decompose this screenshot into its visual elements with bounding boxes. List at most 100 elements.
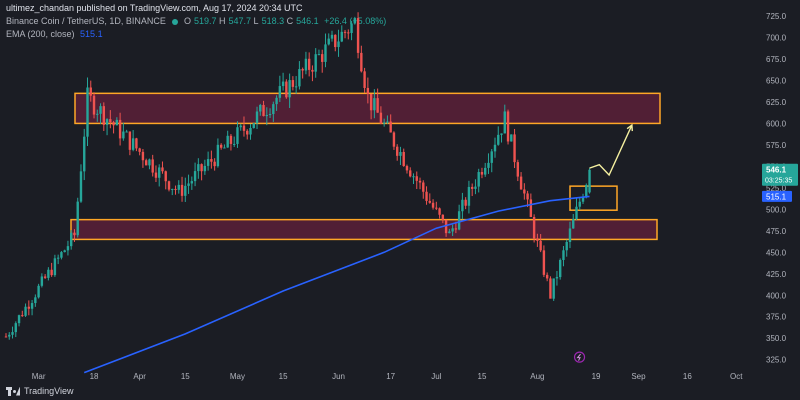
candle-body	[37, 285, 40, 298]
candle-body	[184, 185, 187, 196]
candle-body	[30, 303, 34, 309]
ohlc-open-value: 519.7	[193, 16, 217, 26]
candle-body	[79, 171, 83, 202]
candle-body	[11, 332, 14, 335]
axis-layer: 725.0700.0675.0650.0625.0600.0575.0550.0…	[32, 12, 798, 381]
y-tick-label: 500.0	[766, 205, 787, 214]
candle-body	[330, 34, 334, 39]
candle-body	[138, 148, 141, 152]
candle-body	[255, 111, 259, 124]
y-tick-label: 725.0	[766, 12, 787, 21]
candle-body	[154, 172, 158, 178]
candle-body	[171, 188, 174, 190]
candle-body	[242, 125, 246, 131]
tradingview-logo[interactable]: TradingView	[6, 386, 74, 396]
candle-body	[246, 130, 249, 135]
candle-body	[210, 159, 213, 162]
candle-body	[490, 151, 493, 163]
candle-body	[301, 69, 304, 71]
candle-body	[236, 127, 239, 144]
candle-body	[415, 176, 418, 181]
candle-body	[174, 188, 177, 190]
x-tick-label: Jun	[332, 372, 345, 381]
candle-body	[441, 214, 445, 220]
candle-body	[581, 197, 585, 202]
candle-body	[252, 123, 255, 128]
candle-body	[356, 18, 360, 53]
x-tick-label: 18	[90, 372, 99, 381]
x-tick-label: Oct	[730, 372, 743, 381]
candle-body	[76, 201, 79, 236]
ohlc-low-value: 518.3	[261, 16, 285, 26]
y-tick-label: 475.0	[766, 227, 787, 236]
candle-body	[343, 31, 347, 33]
candle-body	[203, 165, 207, 172]
candle-body	[17, 315, 21, 324]
candle-body	[536, 238, 539, 241]
candle-body	[532, 216, 536, 239]
candle-body	[167, 181, 171, 190]
candle-body	[70, 232, 73, 247]
candle-body	[467, 186, 471, 206]
y-tick-label: 675.0	[766, 55, 787, 64]
ohlc-open-label: O	[183, 16, 191, 26]
chart-footer: TradingView	[0, 380, 800, 400]
candle-body	[435, 207, 438, 209]
candle-body	[431, 202, 435, 208]
candle-body	[47, 269, 50, 278]
candle-body	[575, 206, 578, 219]
candle-body	[516, 162, 520, 177]
candle-body	[216, 144, 220, 167]
candle-body	[484, 167, 487, 175]
candle-body	[585, 184, 588, 198]
candle-body	[324, 44, 327, 62]
countdown-label: 03:25:35	[765, 178, 792, 185]
candle-body	[402, 151, 405, 167]
candle-body	[578, 201, 581, 207]
candle-body	[40, 276, 44, 286]
candle-body	[454, 228, 458, 230]
candle-body	[363, 71, 366, 88]
candle-body	[83, 136, 86, 172]
y-tick-label: 350.0	[766, 334, 787, 343]
candle-body	[418, 180, 422, 183]
candle-body	[448, 231, 451, 234]
candle-body	[102, 106, 105, 125]
y-tick-label: 450.0	[766, 248, 787, 257]
candle-body	[506, 111, 510, 142]
candle-body	[86, 87, 89, 137]
candle-body	[193, 171, 197, 182]
y-tick-label: 650.0	[766, 76, 787, 85]
zones-layer	[70, 92, 661, 241]
candle-body	[353, 18, 357, 24]
candle-body	[115, 119, 119, 126]
candle-body	[360, 52, 363, 72]
candle-body	[487, 162, 490, 168]
candle-body	[141, 151, 145, 161]
candle-body	[369, 93, 373, 111]
ema-layer	[83, 195, 590, 374]
x-tick-label: 15	[279, 372, 288, 381]
candle-body	[21, 315, 24, 317]
symbol-title[interactable]: Binance Coin / TetherUS, 1D, BINANCE	[6, 16, 166, 26]
candle-body	[285, 81, 288, 98]
market-status-dot-icon	[172, 18, 179, 25]
candle-body	[307, 58, 311, 70]
x-tick-label: 19	[592, 372, 601, 381]
candle-body	[275, 97, 278, 105]
candle-body	[428, 200, 431, 203]
ema-indicator-label[interactable]: EMA (200, close)	[6, 29, 75, 39]
publisher-line: ultimez_chandan published on TradingView…	[6, 3, 303, 13]
candle-body	[158, 167, 161, 178]
candle-body	[519, 176, 523, 190]
candle-body	[542, 250, 546, 275]
x-tick-label: Mar	[32, 372, 46, 381]
candle-body	[470, 186, 474, 189]
candle-body	[559, 259, 562, 278]
candle-body	[382, 122, 386, 124]
candle-body	[213, 161, 216, 167]
candle-body	[425, 191, 428, 201]
x-tick-label: 15	[478, 372, 487, 381]
candle-body	[180, 184, 184, 196]
